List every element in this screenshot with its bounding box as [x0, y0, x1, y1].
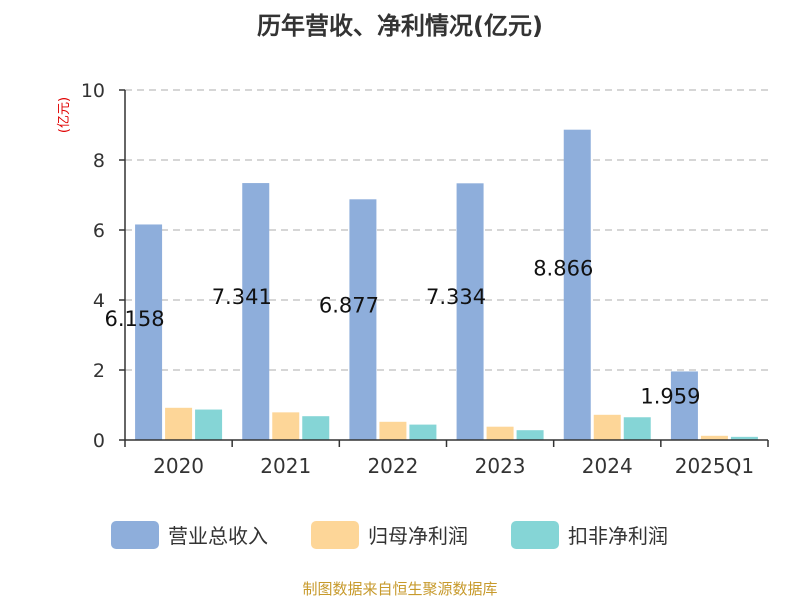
legend-label: 扣非净利润 [568, 524, 668, 548]
bar-net-profit-2023 [486, 426, 514, 440]
bar-deducted-net-profit-2020 [195, 409, 223, 440]
bar-revenue-2022 [349, 199, 377, 440]
bar-revenue-2025Q1 [670, 371, 698, 440]
x-tick-label: 2025Q1 [675, 454, 754, 478]
bar-deducted-net-profit-2025Q1 [730, 436, 758, 440]
legend[interactable]: 营业总收入 归母净利润 扣非净利润 [111, 521, 668, 549]
bar-revenue-2020 [135, 224, 163, 440]
x-tick-label: 2024 [582, 454, 633, 478]
bar-net-profit-2024 [593, 414, 621, 440]
y-tick-label: 10 [81, 80, 105, 102]
y-tick-label: 6 [93, 220, 105, 242]
data-label-2025Q1: 1.959 [640, 385, 700, 409]
legend-label: 归母净利润 [368, 524, 468, 548]
bar-net-profit-2025Q1 [700, 435, 728, 440]
legend-item-net-profit[interactable]: 归母净利润 [311, 521, 468, 549]
data-labels: 6.158 7.341 6.877 7.334 8.866 1.959 [105, 257, 701, 409]
grid-lines [125, 89, 768, 371]
x-tick-label: 2021 [260, 454, 311, 478]
x-tick-label: 2020 [153, 454, 204, 478]
bar-revenue-2024 [563, 129, 591, 440]
data-label-2023: 7.334 [426, 285, 486, 309]
legend-swatch [111, 521, 159, 549]
chart-title: 历年营收、净利情况(亿元) [257, 12, 543, 40]
data-label-2022: 6.877 [319, 293, 379, 317]
data-label-2021: 7.341 [212, 285, 272, 309]
x-tick-label: 2022 [367, 454, 418, 478]
legend-item-revenue[interactable]: 营业总收入 [111, 521, 268, 549]
x-tick-label: 2023 [475, 454, 526, 478]
bar-revenue-2021 [242, 183, 270, 440]
data-label-2024: 8.866 [533, 257, 593, 281]
source-note: 制图数据来自恒生聚源数据库 [302, 580, 497, 598]
bar-deducted-net-profit-2023 [516, 430, 544, 440]
legend-swatch [311, 521, 359, 549]
bar-revenue-2023 [456, 183, 484, 440]
bars [135, 129, 758, 440]
y-axis-unit-label: (亿元) [57, 97, 72, 133]
bar-deducted-net-profit-2021 [302, 416, 330, 440]
y-tick-label: 4 [93, 290, 105, 312]
y-tick-label: 8 [93, 150, 105, 172]
bar-net-profit-2021 [272, 412, 300, 440]
y-tick-label: 2 [93, 360, 105, 382]
legend-label: 营业总收入 [168, 524, 268, 548]
data-label-2020: 6.158 [105, 307, 165, 331]
bar-net-profit-2022 [379, 421, 407, 440]
y-tick-label: 0 [93, 430, 105, 452]
x-axis-ticks: 2020 2021 2022 2023 2024 2025Q1 [124, 440, 769, 478]
bar-deducted-net-profit-2022 [409, 424, 437, 440]
bar-deducted-net-profit-2024 [623, 417, 651, 440]
y-axis-ticks: 0 2 4 6 8 10 [81, 80, 125, 452]
legend-item-deducted-net-profit[interactable]: 扣非净利润 [511, 521, 668, 549]
bar-net-profit-2020 [165, 407, 193, 440]
legend-swatch [511, 521, 559, 549]
